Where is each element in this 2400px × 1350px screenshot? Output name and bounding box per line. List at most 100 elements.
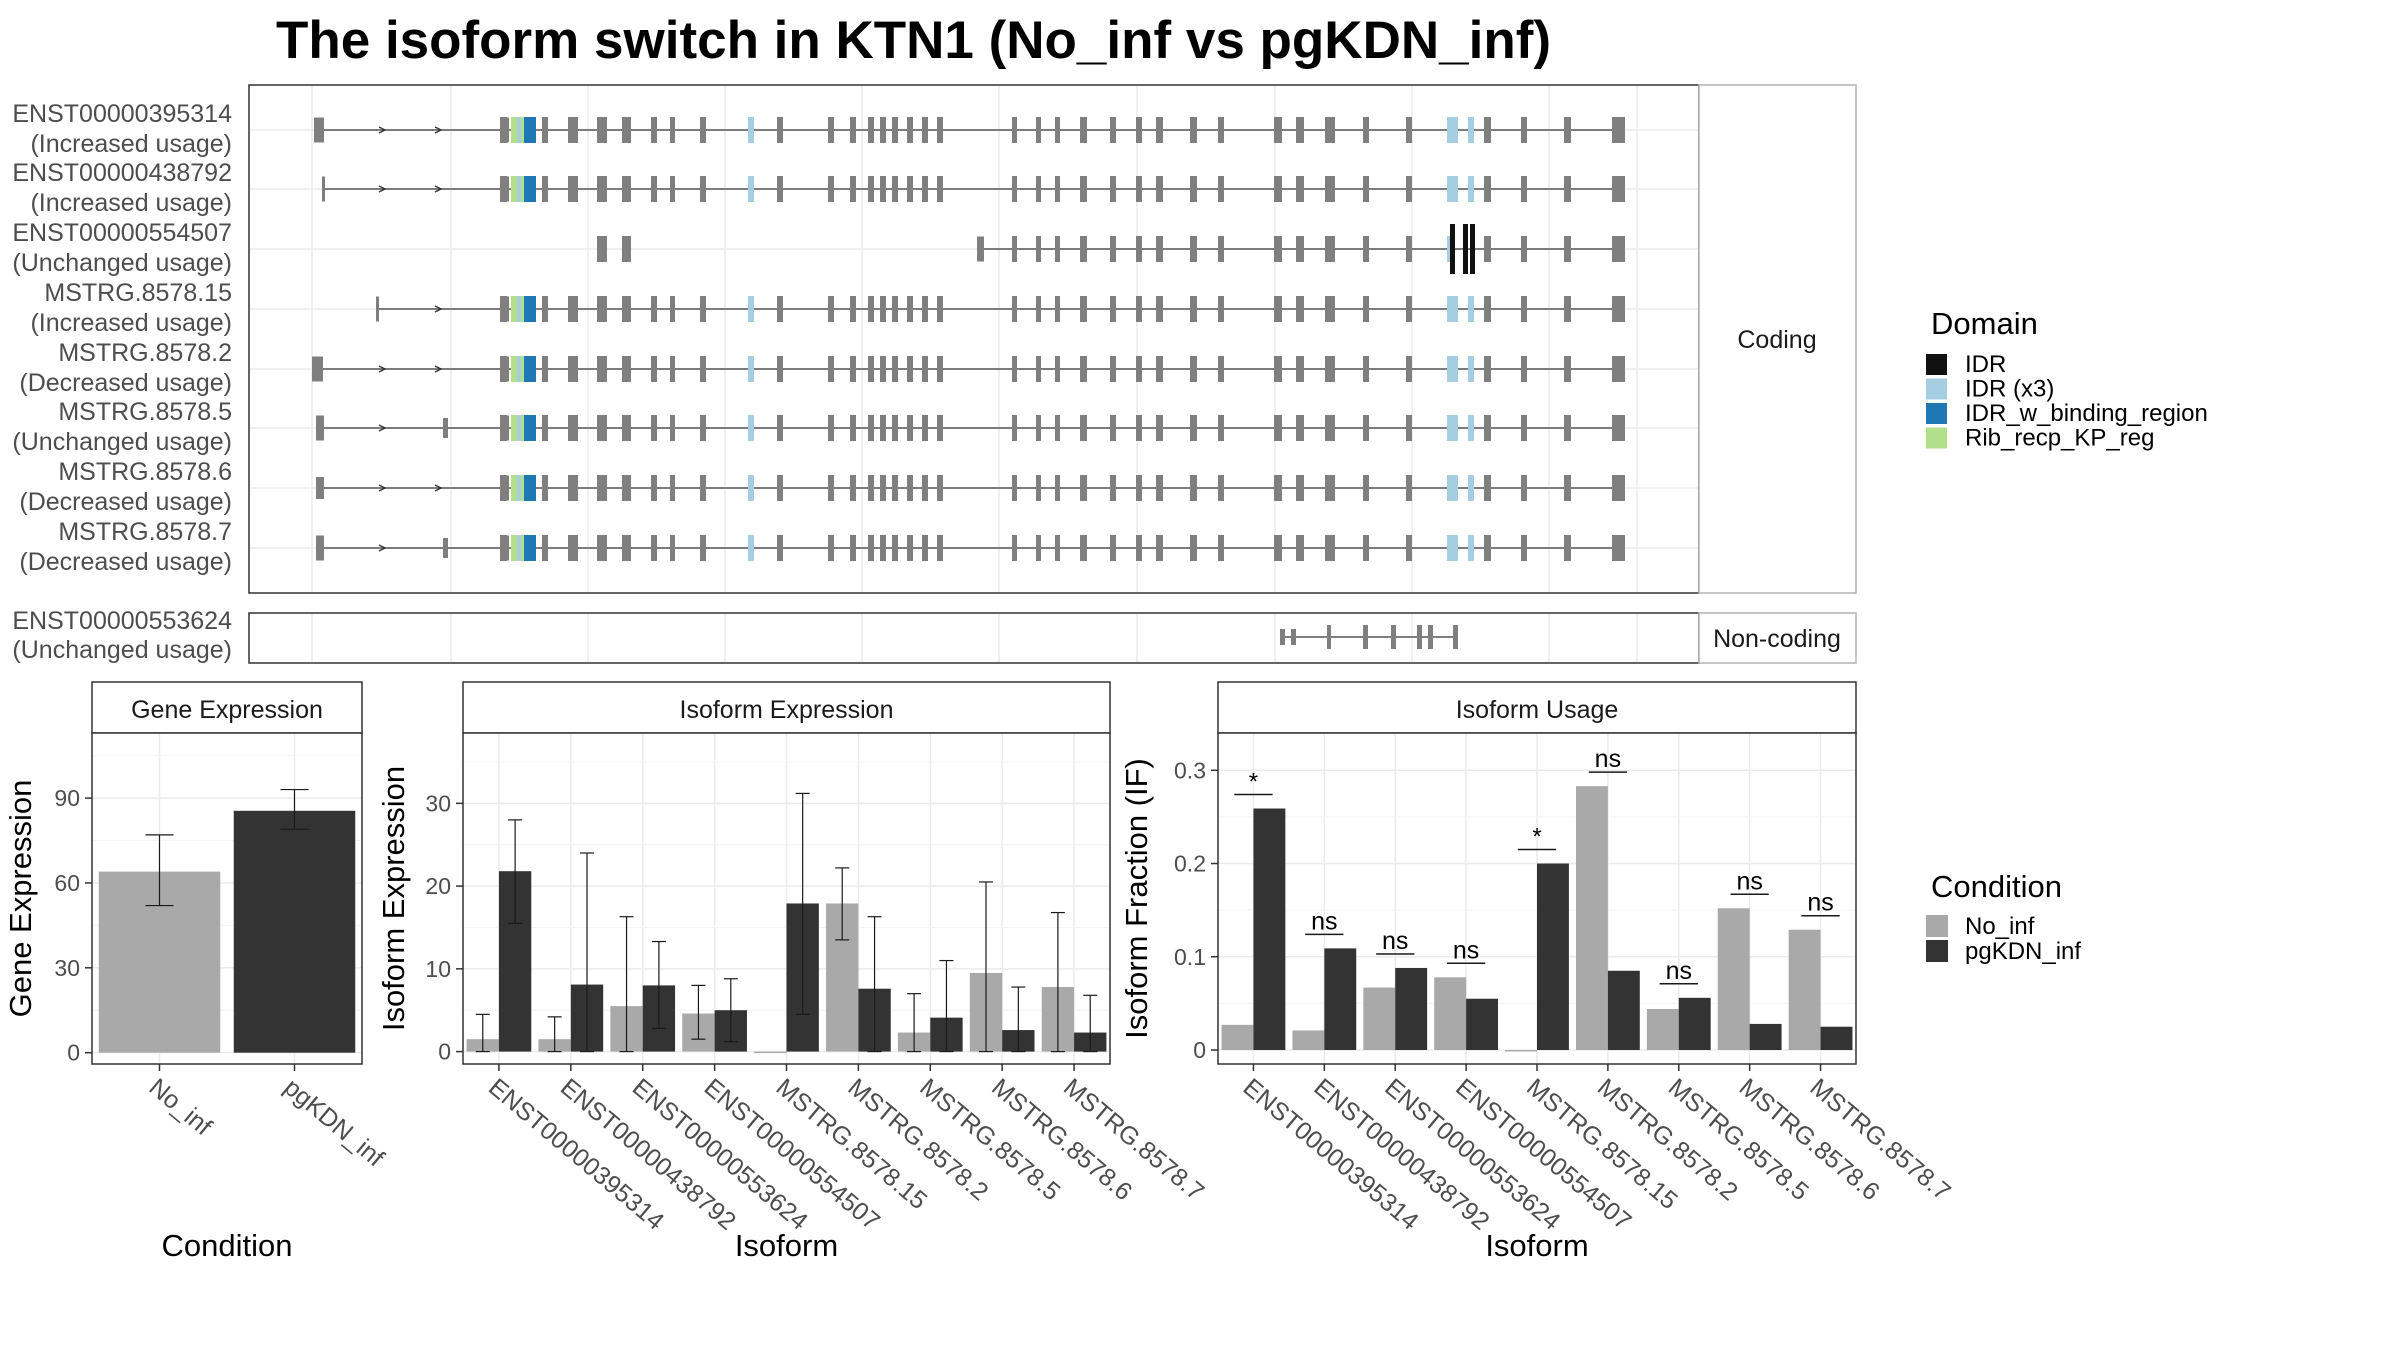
exon [828, 356, 834, 382]
y-tick-label: 20 [425, 873, 451, 899]
exon [1363, 356, 1369, 382]
exon [868, 296, 874, 322]
transcript-usage-label: (Decreased usage) [19, 548, 232, 576]
legend-label: Rib_recp_KP_reg [1965, 425, 2154, 452]
exon [1055, 356, 1060, 382]
exon [651, 117, 657, 143]
exon [892, 356, 898, 382]
exon [1296, 356, 1304, 382]
domain-idr-x3 [517, 117, 521, 143]
exon [542, 356, 548, 382]
exon [1327, 625, 1331, 649]
exon [1012, 236, 1017, 262]
domain-idr-x3 [1452, 535, 1458, 561]
exon [670, 296, 675, 322]
exon [1036, 475, 1041, 501]
exon [1218, 117, 1224, 143]
exon [597, 176, 607, 202]
exon [1447, 117, 1453, 143]
exon [597, 236, 607, 262]
domain-idr-x3 [1468, 296, 1474, 322]
exon [700, 356, 706, 382]
exon [1036, 415, 1041, 441]
isoform-expression-chart: Isoform Expression0102030ENST00000395314… [376, 681, 1209, 1263]
exon [922, 356, 928, 382]
y-axis-title: Isoform Expression [376, 766, 411, 1031]
transcript-usage-label: (Decreased usage) [19, 369, 232, 397]
exon [1521, 296, 1527, 322]
coding-strip [1698, 84, 1857, 594]
exon [1190, 117, 1197, 143]
exon [1325, 535, 1335, 561]
exon [1325, 117, 1335, 143]
exon [1564, 415, 1571, 441]
exon [500, 356, 507, 382]
x-axis-title: Condition [162, 1228, 293, 1263]
exon [700, 117, 706, 143]
exon [1136, 296, 1142, 322]
exon [597, 475, 607, 501]
exon [1363, 176, 1369, 202]
transcript-usage-label: (Unchanged usage) [12, 636, 232, 664]
domain-idr-x3 [517, 535, 521, 561]
transcript-row [316, 535, 1625, 561]
exon [1012, 176, 1017, 202]
legend-swatch [1926, 354, 1947, 375]
bar [1363, 987, 1396, 1051]
exon [314, 117, 324, 143]
exon [500, 117, 507, 143]
exon [443, 418, 448, 438]
exon [1080, 176, 1087, 202]
exon [1406, 236, 1412, 262]
exon [622, 356, 631, 382]
exon [892, 296, 898, 322]
strand-arrow-icon [378, 126, 387, 134]
exon [1080, 475, 1087, 501]
exon [907, 176, 913, 202]
exon [907, 475, 913, 501]
y-tick-label: 0.3 [1174, 757, 1206, 783]
exon [1156, 176, 1163, 202]
bar [1537, 863, 1569, 1051]
exon [622, 236, 631, 262]
bar [1607, 970, 1640, 1051]
exon [868, 176, 874, 202]
exon [850, 296, 856, 322]
exon [1136, 475, 1142, 501]
exon [1564, 296, 1571, 322]
transcript-usage-label: (Decreased usage) [19, 488, 232, 516]
coding-grid [311, 86, 1638, 592]
y-tick-label: 0.1 [1174, 944, 1206, 970]
exon [1291, 629, 1296, 645]
y-tick-label: 60 [54, 870, 80, 896]
domain-idr-x3 [1468, 356, 1474, 382]
coding-transcript-rows [250, 117, 1698, 561]
exon [1110, 117, 1116, 143]
exon [1484, 535, 1491, 561]
exon [748, 117, 754, 143]
exon [922, 415, 928, 441]
exon [892, 117, 898, 143]
exon [542, 415, 548, 441]
exon [850, 117, 856, 143]
bar [1788, 929, 1821, 1051]
transcript-row [376, 296, 1625, 322]
exon [907, 415, 913, 441]
exon [500, 475, 507, 501]
exon [828, 117, 834, 143]
transcript-id-label: MSTRG.8578.7 [58, 518, 232, 546]
exon [880, 117, 886, 143]
exon [1363, 296, 1369, 322]
exon [1036, 356, 1041, 382]
exon [850, 415, 856, 441]
strand-arrow-icon [434, 305, 443, 313]
exon [1521, 356, 1527, 382]
exon [1136, 236, 1142, 262]
domain-idr [1450, 224, 1455, 274]
exon [850, 356, 856, 382]
noncoding-grid [311, 614, 1638, 662]
exon [748, 296, 754, 322]
domain-legend-title: Domain [1931, 306, 2038, 341]
